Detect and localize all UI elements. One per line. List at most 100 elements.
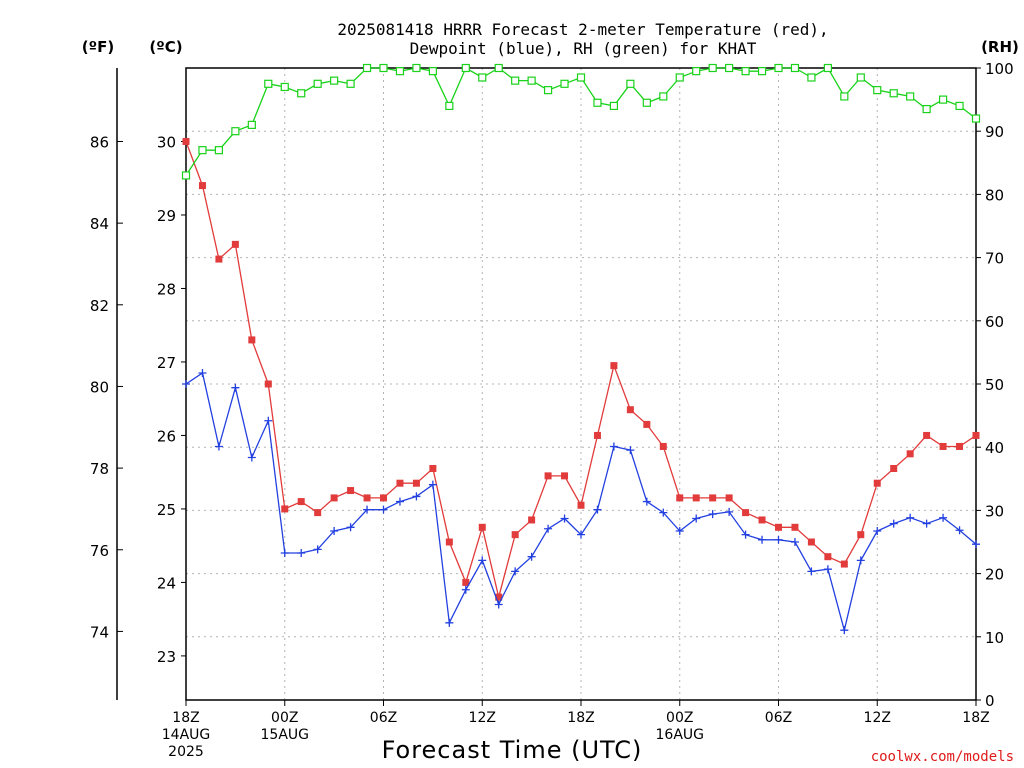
rh-point	[379, 63, 388, 73]
dewpoint-point	[511, 567, 520, 576]
rh-point	[675, 73, 684, 82]
x-tick-label: 12Z	[864, 710, 891, 726]
dewpoint-point	[939, 513, 948, 522]
temperature-point	[396, 479, 404, 487]
rh-point	[774, 63, 783, 73]
dewpoint-point	[642, 497, 651, 506]
dewpoint-point	[560, 514, 569, 523]
rh-point	[971, 114, 981, 123]
dewpoint-point	[807, 567, 816, 576]
rh-tick-label: 20	[985, 566, 1004, 584]
fahrenheit-tick-label: 82	[90, 297, 109, 315]
rh-point	[906, 92, 915, 101]
temperature-point	[906, 450, 914, 458]
rh-tick-label: 10	[985, 629, 1004, 647]
rh-point	[741, 67, 750, 76]
dewpoint-point	[675, 526, 684, 535]
celsius-unit-label: (ºC)	[149, 38, 182, 56]
dewpoint-point	[856, 556, 865, 565]
rh-point	[642, 98, 651, 107]
dewpoint-point	[741, 530, 750, 539]
rh-point	[807, 73, 816, 82]
dewpoint-point	[445, 618, 454, 627]
dewpoint-point	[758, 535, 767, 544]
dewpoint-point	[609, 442, 618, 451]
fahrenheit-tick-label: 80	[90, 378, 109, 396]
x-tick-label: 18Z	[172, 710, 199, 726]
dewpoint-point	[379, 505, 388, 514]
rh-tick-label: 40	[985, 439, 1004, 457]
dewpoint-point	[264, 416, 273, 425]
rh-point	[790, 63, 800, 73]
rh-tick-label: 80	[985, 186, 1004, 204]
dewpoint-point	[544, 524, 553, 533]
temperature-point	[775, 523, 782, 531]
rh-point	[543, 86, 553, 95]
celsius-tick-label: 28	[157, 280, 176, 298]
temperature-point	[840, 560, 848, 568]
temperature-point	[873, 479, 881, 487]
dewpoint-point	[231, 383, 240, 392]
temperature-point	[676, 494, 684, 502]
rh-point	[840, 92, 849, 101]
temperature-point	[215, 255, 223, 263]
x-tick-label: 18Z	[962, 710, 989, 726]
rh-point	[198, 146, 207, 155]
temperature-point	[742, 509, 750, 517]
rh-point	[708, 63, 717, 73]
rh-tick-label: 0	[985, 692, 995, 710]
dewpoint-point	[395, 497, 404, 506]
temperature-point	[643, 420, 651, 428]
temperature-point	[692, 494, 700, 502]
temperature-point	[791, 523, 799, 531]
dewpoint-point	[527, 552, 536, 561]
temperature-point	[182, 137, 190, 145]
dewpoint-point	[346, 523, 355, 532]
dewpoint-point	[774, 535, 783, 544]
rh-point	[395, 67, 405, 76]
temperature-point	[758, 516, 766, 524]
rh-point	[955, 101, 964, 111]
temperature-point	[807, 538, 815, 546]
dewpoint-point	[889, 519, 898, 528]
temperature-point	[939, 442, 947, 450]
temperature-point	[314, 509, 322, 517]
temperature-point	[347, 487, 355, 495]
rh-point	[461, 63, 470, 73]
grid-layer	[186, 68, 976, 700]
temperature-point	[231, 240, 239, 248]
x-tick-label: 2025	[168, 744, 204, 760]
temperature-point	[857, 531, 865, 539]
rh-point	[346, 79, 355, 88]
temperature-point	[709, 494, 717, 502]
rh-point	[856, 73, 865, 82]
rh-point	[576, 73, 586, 82]
rh-point	[231, 127, 240, 136]
rh-point	[873, 86, 882, 95]
temperature-point	[495, 593, 503, 601]
x-tick-label: 16AUG	[656, 727, 705, 743]
dewpoint-point	[922, 519, 931, 528]
rh-point	[626, 79, 635, 88]
temperature-point	[478, 523, 486, 531]
dewpoint-point	[955, 526, 964, 535]
rh-point	[313, 79, 322, 88]
dewpoint-point	[972, 540, 980, 549]
temperature-point	[462, 578, 470, 586]
temperature-point	[429, 465, 437, 473]
x-tick-label: 06Z	[765, 710, 792, 726]
temperature-point	[281, 505, 289, 513]
rh-point	[247, 120, 256, 129]
credit-text: coolwx.com/models	[871, 749, 1014, 765]
dewpoint-point	[297, 549, 306, 558]
rh-point	[280, 82, 289, 92]
rh-point	[264, 79, 273, 88]
plot-frame	[185, 67, 977, 701]
temperature-point	[511, 531, 519, 539]
temperature-point	[380, 494, 387, 502]
rh-point	[560, 79, 569, 88]
rh-point	[428, 67, 437, 76]
temperature-point	[890, 465, 898, 473]
temperature-point	[956, 442, 964, 450]
